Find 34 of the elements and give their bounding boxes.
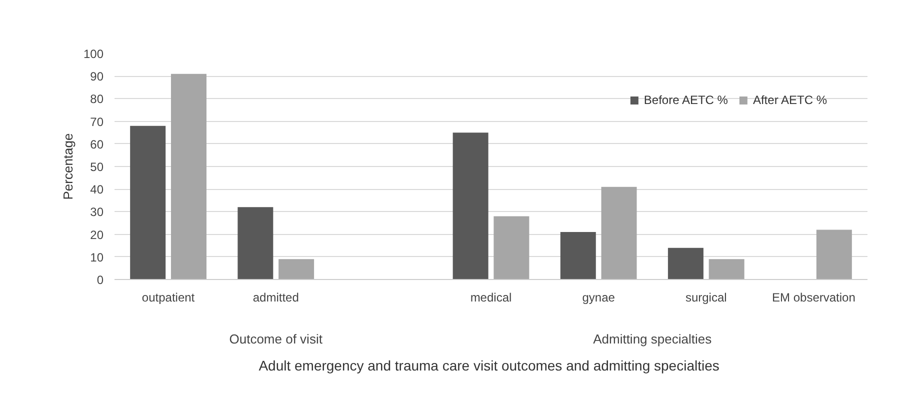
y-tick-label: 20 <box>90 228 104 242</box>
y-tick-label: 90 <box>90 70 104 84</box>
y-tick-label: 40 <box>90 182 104 197</box>
bar <box>816 230 852 280</box>
bar <box>452 132 488 280</box>
y-axis-title: Percentage <box>60 133 76 200</box>
bar <box>560 232 596 280</box>
x-tick-label: medical <box>470 290 512 304</box>
bar <box>278 259 314 280</box>
bar <box>708 259 744 280</box>
legend-label: Before AETC % <box>644 93 728 107</box>
bar <box>601 186 637 280</box>
y-tick-label: 30 <box>90 205 104 220</box>
bar <box>668 248 704 280</box>
x-tick-label: outpatient <box>142 290 196 304</box>
y-tick-label: 0 <box>96 273 104 287</box>
y-tick-label: 60 <box>90 137 104 152</box>
x-tick-label: gynae <box>582 290 616 304</box>
x-axis-title: Adult emergency and trauma care visit outcomes and admitting specialties <box>258 358 720 374</box>
y-tick-label: 50 <box>90 160 104 174</box>
x-tick-label: EM observation <box>772 290 856 304</box>
text: Outcome of visit <box>229 332 323 346</box>
y-tick-label: 100 <box>83 47 104 61</box>
text: Admitting specialties <box>593 332 712 346</box>
bar <box>170 74 206 280</box>
y-tick-label: 80 <box>90 92 104 106</box>
x-tick-label: admitted <box>252 290 299 304</box>
legend-label: After AETC % <box>752 93 827 107</box>
y-tick-label: 70 <box>90 114 104 129</box>
bar <box>130 126 166 280</box>
x-tick-label: surgical <box>685 290 727 304</box>
bar <box>238 207 274 280</box>
y-tick-label: 10 <box>90 250 104 264</box>
bar <box>494 216 530 280</box>
